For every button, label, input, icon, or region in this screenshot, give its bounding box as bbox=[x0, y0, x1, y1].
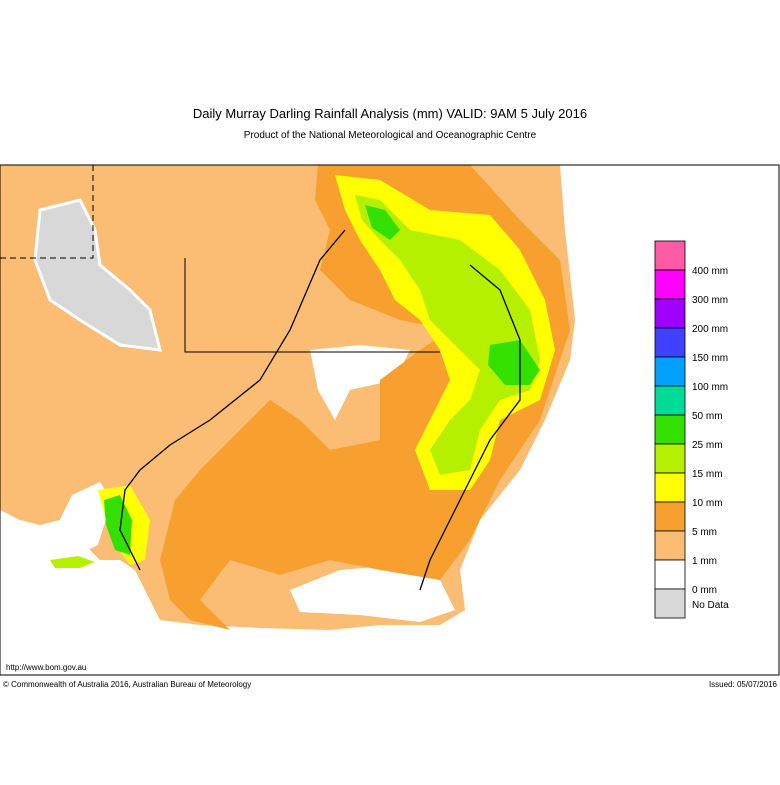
river bbox=[119, 229, 346, 571]
river-east bbox=[419, 264, 521, 591]
rain-15mm bbox=[355, 195, 540, 475]
legend-label: 10 mm bbox=[692, 498, 723, 509]
legend-label: 5 mm bbox=[692, 527, 717, 538]
legend-swatch bbox=[654, 269, 686, 300]
legend-swatch bbox=[654, 240, 686, 271]
legend-swatch bbox=[654, 501, 686, 532]
map bbox=[0, 165, 780, 675]
legend-label: 1 mm bbox=[692, 556, 717, 567]
legend-label: No Data bbox=[692, 600, 729, 611]
url: http://www.bom.gov.au bbox=[6, 663, 86, 672]
state-border bbox=[184, 258, 440, 353]
dry-area bbox=[310, 345, 410, 420]
legend-swatch bbox=[654, 559, 686, 590]
state-border-dash bbox=[0, 165, 94, 259]
copyright: © Commonwealth of Australia 2016, Austra… bbox=[3, 680, 251, 689]
legend-label: 50 mm bbox=[692, 411, 723, 422]
legend-swatch bbox=[654, 414, 686, 445]
gulf bbox=[55, 482, 112, 556]
rain-island bbox=[50, 556, 95, 568]
legend-label: 100 mm bbox=[692, 382, 728, 393]
legend-label: 400 mm bbox=[692, 266, 728, 277]
legend-swatch bbox=[654, 588, 686, 619]
subtitle: Product of the National Meteorological a… bbox=[244, 130, 537, 141]
rain-25mm bbox=[365, 205, 400, 240]
legend-swatch bbox=[654, 443, 686, 474]
legend-swatch bbox=[654, 472, 686, 503]
title: Daily Murray Darling Rainfall Analysis (… bbox=[193, 106, 587, 121]
legend-swatch bbox=[654, 385, 686, 416]
legend-label: 15 mm bbox=[692, 469, 723, 480]
legend-swatch bbox=[654, 327, 686, 358]
legend-swatch bbox=[654, 298, 686, 329]
legend-swatch bbox=[654, 356, 686, 387]
issued: Issued: 05/07/2016 bbox=[709, 680, 778, 689]
legend: 400 mm 300 mm 200 mm 150 mm 100 mm 50 mm 25 mm… bbox=[654, 240, 729, 619]
legend-label: 300 mm bbox=[692, 295, 728, 306]
legend-label: 0 mm bbox=[692, 585, 717, 596]
legend-label: 200 mm bbox=[692, 324, 728, 335]
legend-swatch bbox=[654, 530, 686, 561]
dry-area-south bbox=[290, 565, 455, 622]
legend-label: 25 mm bbox=[692, 440, 723, 451]
map-frame bbox=[0, 164, 780, 676]
legend-label: 150 mm bbox=[692, 353, 728, 364]
rain-25mm-east bbox=[488, 340, 540, 385]
